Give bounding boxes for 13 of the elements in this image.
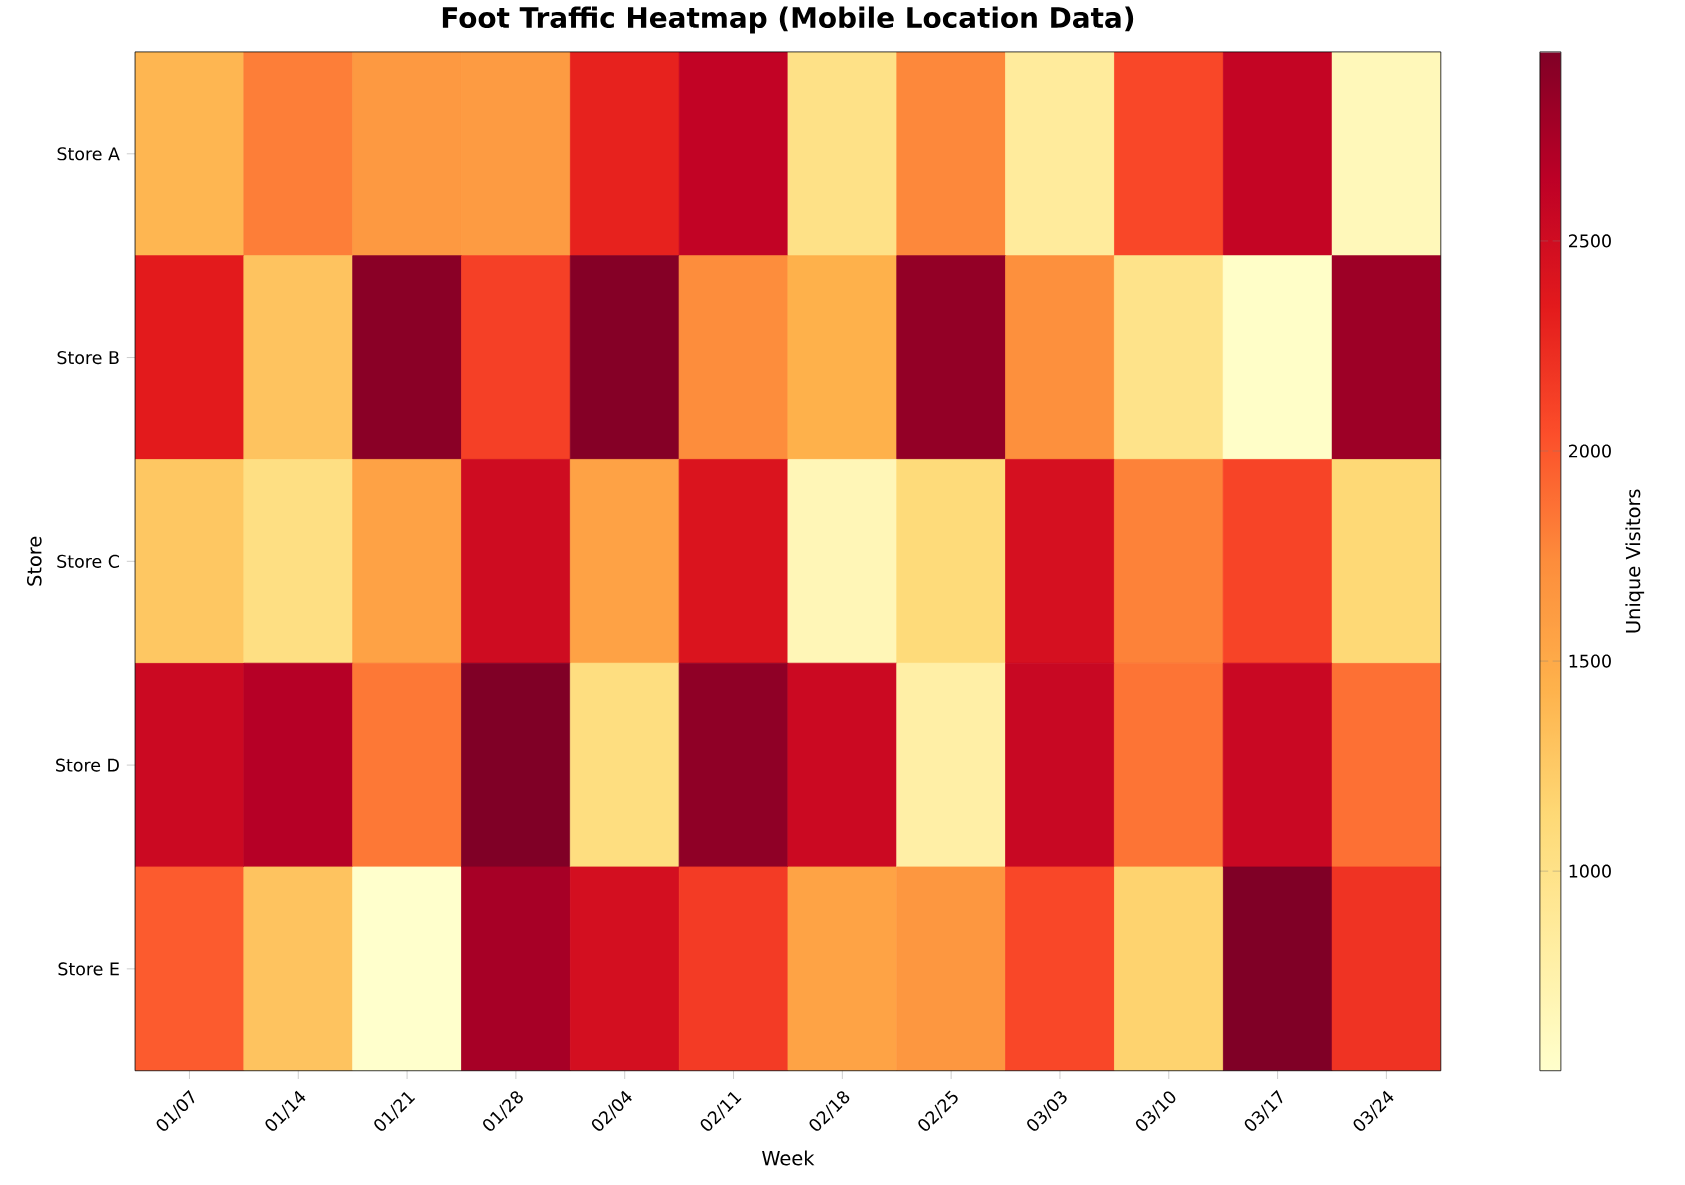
y-tick-label: Store B [57, 351, 119, 365]
y-tick-label: Store D [56, 758, 119, 772]
x-axis-title: Week [762, 1150, 815, 1166]
color-bar-label: 2500 [1569, 234, 1611, 248]
color-bar-label: 1000 [1569, 864, 1611, 878]
color-bar-label: 1500 [1569, 654, 1611, 668]
color-bar-title: Unique Visitors [1625, 489, 1645, 633]
color-bar-label: 2000 [1569, 444, 1611, 458]
y-tick-label: Store C [57, 554, 120, 569]
y-tick-label: Store E [58, 962, 119, 976]
y-axis-title: Store [26, 536, 42, 586]
y-tick-label: Store A [57, 147, 120, 161]
chart-title: Foot Traffic Heatmap (Mobile Location Data) [442, 6, 1134, 34]
